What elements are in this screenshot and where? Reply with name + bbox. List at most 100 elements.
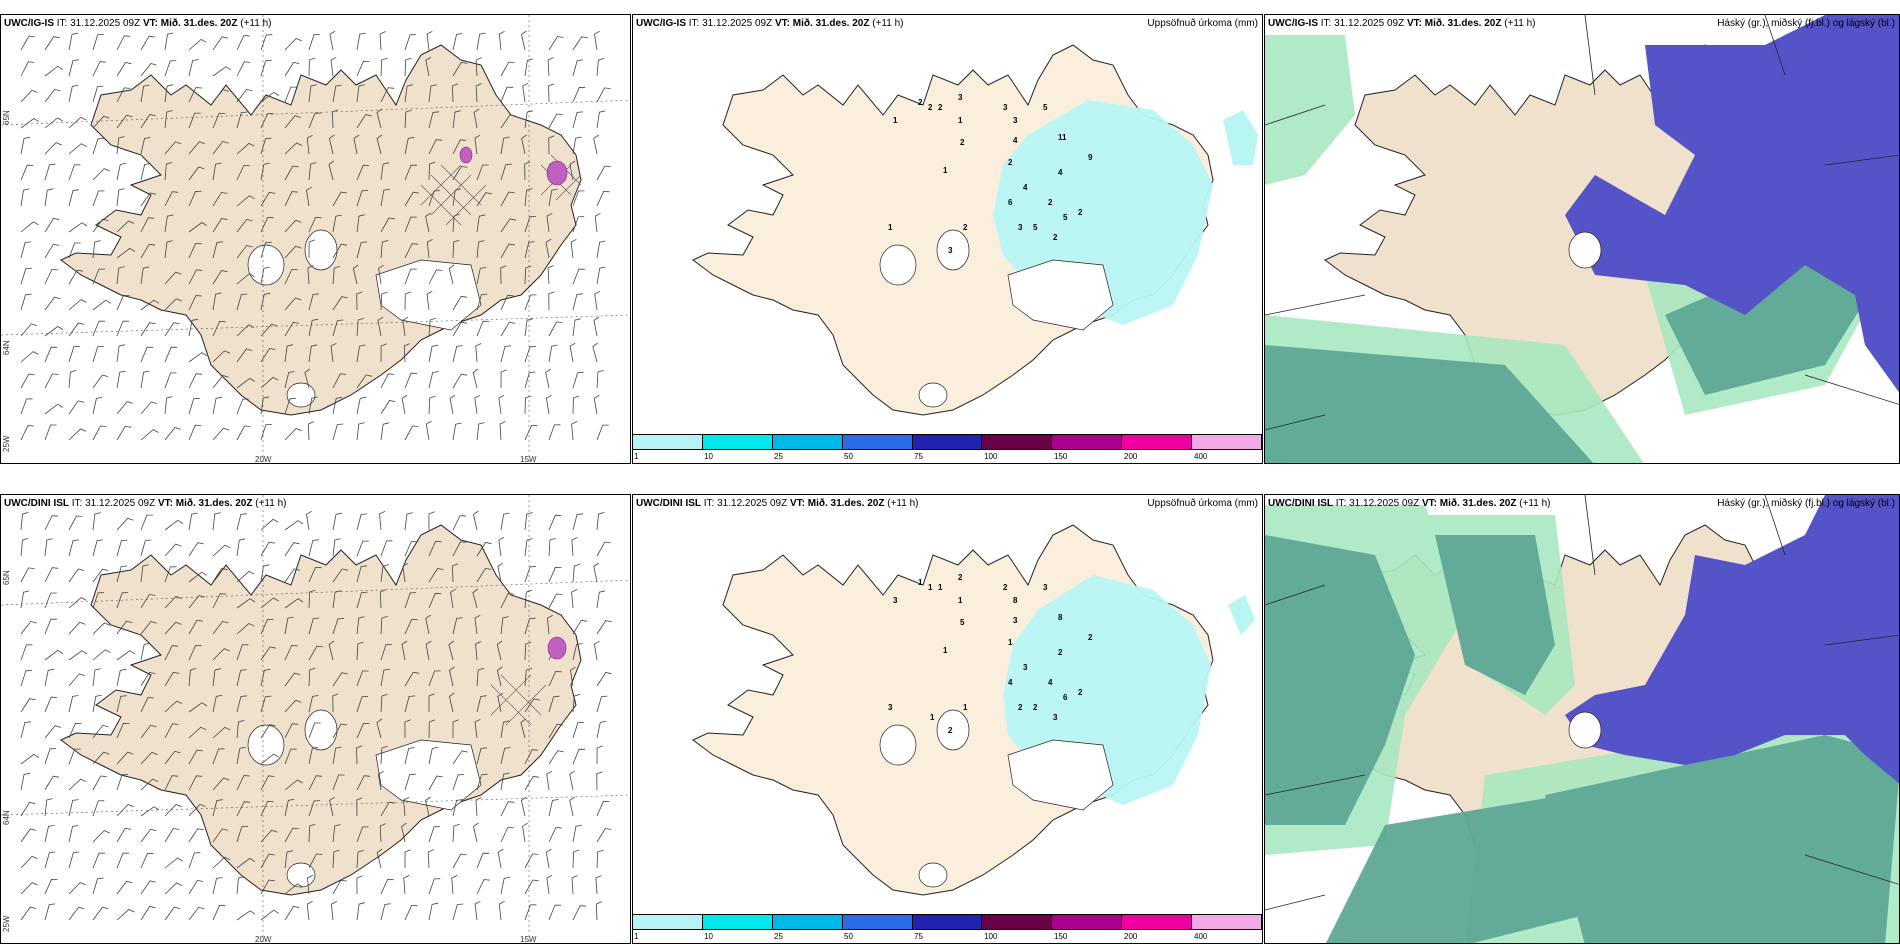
wind-barb [116,620,133,635]
wind-barb [164,240,173,259]
precip-value: 3 [1023,663,1028,672]
wind-barb [476,747,488,765]
wind-barb [356,670,369,687]
wind-barb [496,666,503,687]
wind-barb [377,316,384,337]
wind-barb [68,722,82,739]
cloud-panel-row1: UWC/IG-IS IT: 31.12.2025 09Z VT: Mið. 31… [1264,14,1900,464]
wind-barb [452,83,459,103]
wind-barb [356,114,372,129]
wind-barb [188,512,198,531]
wind-barb [236,348,253,363]
wind-barb [236,425,251,441]
colorbar-segment [1052,435,1123,449]
wind-barb [548,344,558,363]
wind-barb [140,346,154,363]
wind-barb [356,513,368,531]
wind-barb [572,86,586,103]
wind-barb [140,322,156,337]
wind-map-row2 [1,495,630,943]
wind-barb [428,161,436,181]
wind-barb [44,798,53,817]
wind-barb [329,30,336,51]
wind-barb [569,796,576,817]
colorbar-segment [1122,915,1193,929]
wind-barb [402,316,409,337]
wind-barb [548,291,555,311]
wind-barb [116,774,129,791]
colorbar-segment [1122,435,1193,449]
wind-barb [188,775,203,791]
wind-barb [260,564,270,583]
wind-barb [452,373,468,389]
wind-barb [473,108,480,129]
wind-barb [428,540,442,557]
cloud-map-row1 [1265,15,1899,463]
wind-barb [404,695,416,713]
wind-barb [140,63,157,77]
wind-barb [379,589,386,609]
wind-barb [140,114,156,129]
wind-barb [428,84,437,103]
precip-value: 2 [963,223,968,232]
high-cloud [1565,15,1899,393]
wind-barb [572,190,585,207]
wind-barb [474,900,481,921]
wind-barb [116,62,132,77]
precip-value: 5 [1033,223,1038,232]
wind-barb [212,162,222,181]
wind-barb [164,110,173,129]
wind-barb [236,513,247,531]
wind-barb [284,115,301,129]
wind-barb [524,698,540,713]
wind-barb [402,562,409,583]
wind-barb [452,719,459,738]
wind-barb [332,568,349,583]
wind-barb [260,669,271,687]
wind-barb [308,617,320,635]
wind-barb [452,853,467,869]
wind-barb [116,35,131,51]
wind-barb [44,649,64,661]
wind-barb [545,394,552,415]
wind-barb [428,693,435,712]
wind-barb [116,650,136,661]
colorbar-segment [912,435,983,449]
wind-barb [212,777,230,791]
precip-value: 2 [928,103,933,112]
wind-barb [68,650,88,661]
wind-barb [44,696,58,713]
wind-barb [380,615,388,635]
wind-barb [332,423,344,441]
wind-barb [212,218,228,233]
wind-barb [164,191,179,207]
wind-barb [212,877,223,895]
wind-barb [592,342,598,363]
colorbar-ticks: 1 10 25 50 75 100 150 200 400 [632,932,1262,944]
wind-barb [497,848,504,869]
wind-barb [524,188,533,207]
wind-barb [68,222,88,233]
wind-barb [307,265,314,285]
wind-barb [284,568,301,583]
wind-barb [68,851,80,869]
wind-barb [428,111,439,129]
precip-value: 1 [1008,638,1013,647]
wind-barb [594,212,601,233]
wind-barb [20,425,34,441]
wind-barb [498,536,505,557]
wind-barb [284,723,299,739]
wind-barb [188,906,205,921]
wind-barb [332,214,342,233]
wind-barb [596,424,609,441]
wind-barb [260,396,270,415]
wind-barb [20,268,32,285]
wind-panel-row1: UWC/IG-IS IT: 31.12.2025 09Z VT: Mið. 31… [0,14,631,464]
wind-barb [380,745,388,765]
wind-barb [500,801,515,817]
wind-barb [548,750,564,765]
lon-label: 25W [2,435,11,452]
wind-barb [92,320,105,337]
wind-barb [68,370,77,389]
